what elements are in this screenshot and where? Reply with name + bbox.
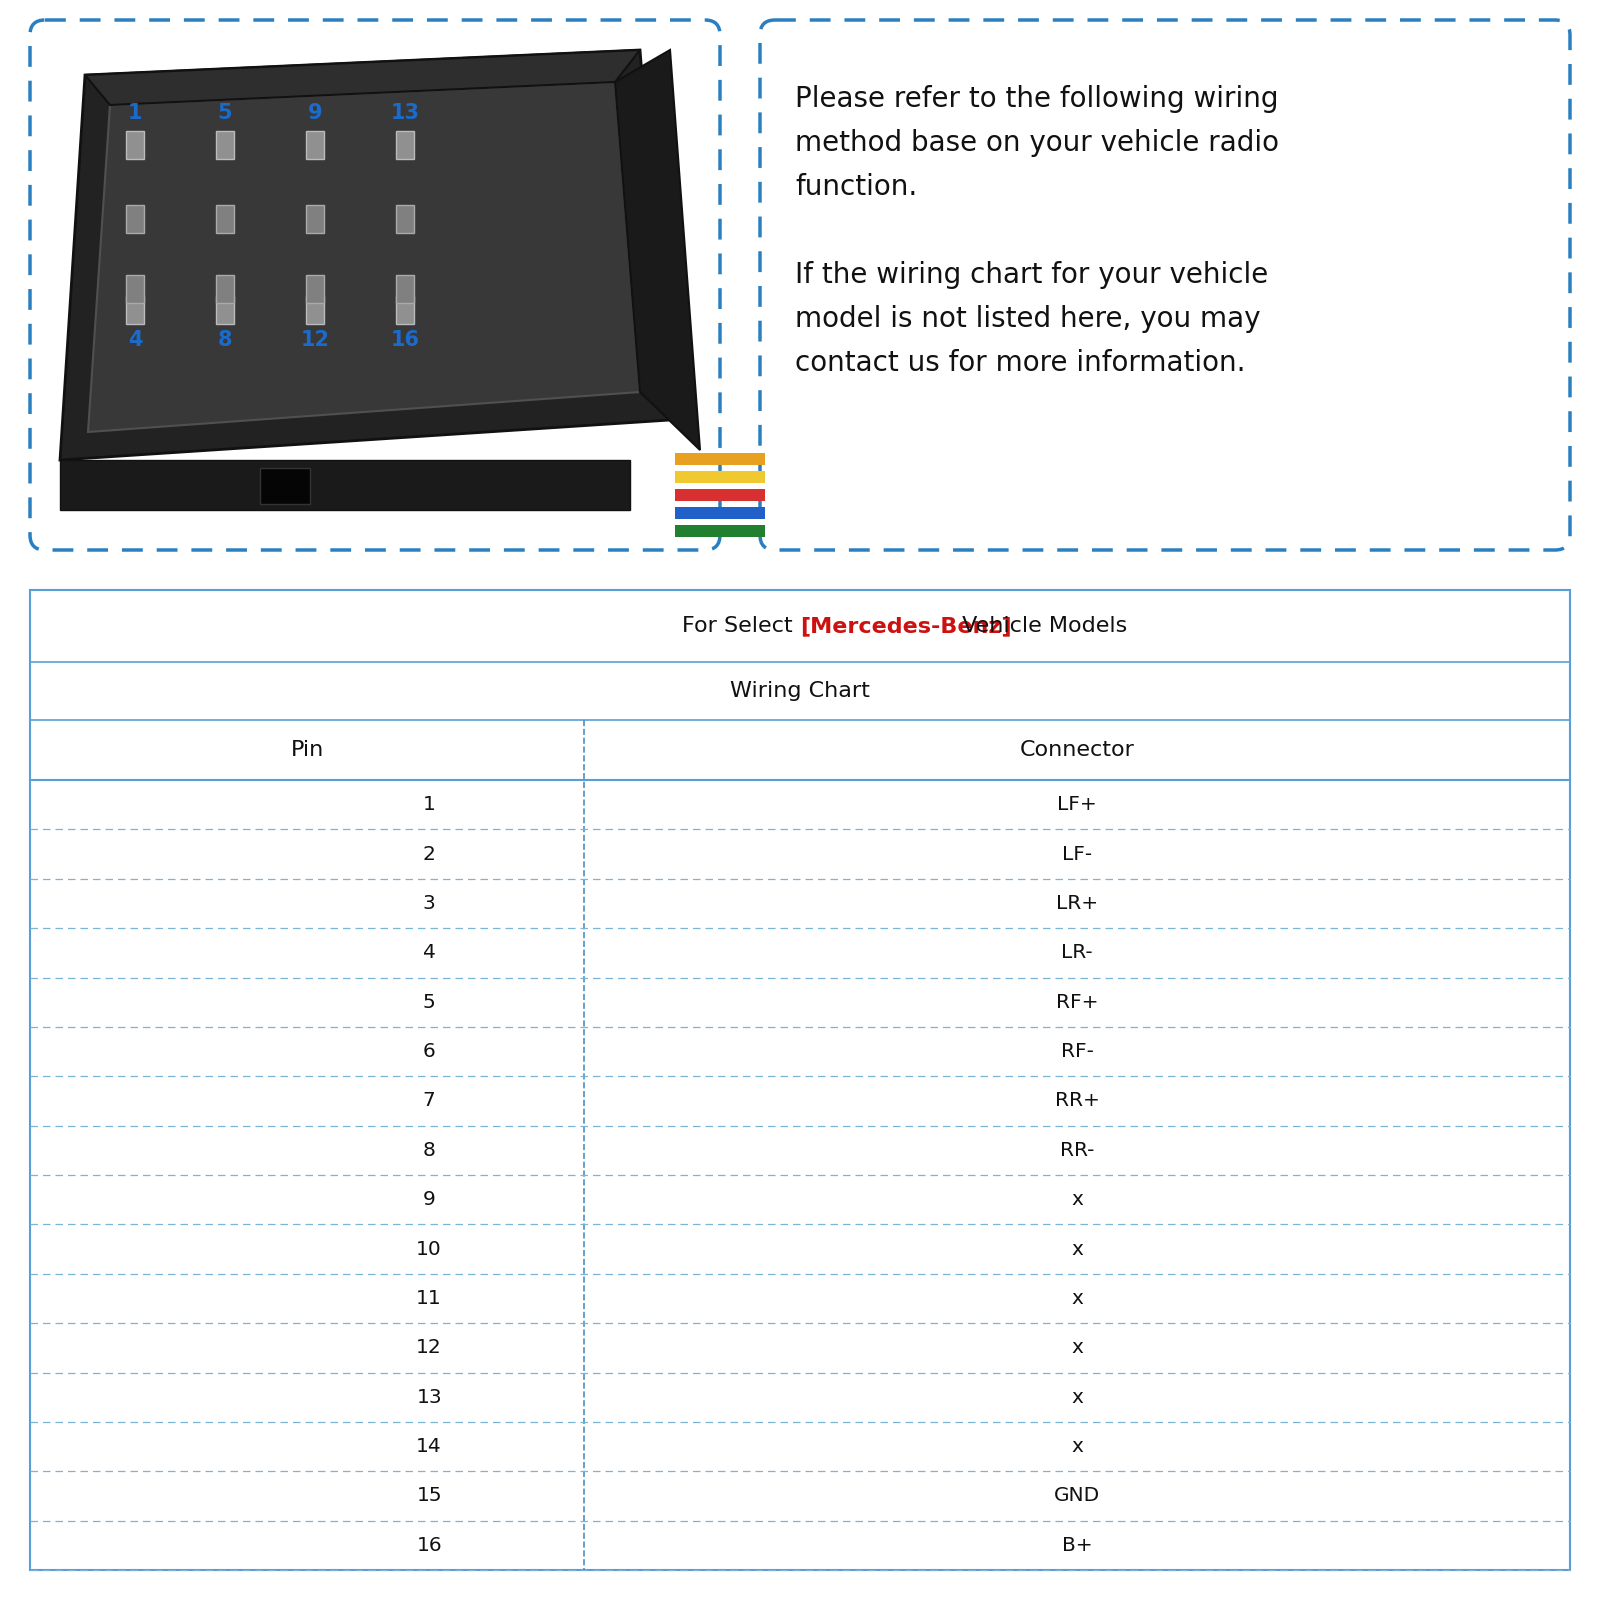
Text: x: x (1072, 1387, 1083, 1406)
Bar (397, 275, 414, 302)
Text: 12: 12 (416, 1338, 442, 1357)
Bar (126, 131, 144, 158)
Polygon shape (85, 50, 640, 106)
Text: Pin: Pin (291, 739, 323, 760)
Text: 6: 6 (422, 1042, 435, 1061)
Bar (675, 470, 765, 483)
Polygon shape (614, 50, 701, 450)
Text: 4: 4 (128, 330, 142, 350)
Text: contact us for more information.: contact us for more information. (795, 349, 1245, 378)
Text: B+: B+ (1062, 1536, 1093, 1555)
Text: LF-: LF- (1062, 845, 1093, 864)
Text: model is not listed here, you may: model is not listed here, you may (795, 306, 1261, 333)
Bar (675, 525, 765, 538)
Bar (259, 467, 310, 504)
Text: 12: 12 (301, 330, 330, 350)
Text: 9: 9 (422, 1190, 435, 1210)
Bar (675, 507, 765, 518)
Polygon shape (88, 82, 640, 432)
Text: 9: 9 (307, 102, 322, 123)
Bar (61, 461, 630, 510)
Text: x: x (1072, 1338, 1083, 1357)
Text: 2: 2 (422, 845, 435, 864)
Text: method base on your vehicle radio: method base on your vehicle radio (795, 130, 1278, 157)
Text: function.: function. (795, 173, 917, 202)
Bar (216, 296, 234, 323)
Text: Please refer to the following wiring: Please refer to the following wiring (795, 85, 1278, 114)
Bar (126, 275, 144, 302)
Text: 16: 16 (390, 330, 419, 350)
Text: 10: 10 (416, 1240, 442, 1259)
Text: RR-: RR- (1061, 1141, 1094, 1160)
Bar (216, 205, 234, 234)
Text: 5: 5 (422, 992, 435, 1011)
Bar (306, 275, 323, 302)
Text: 7: 7 (422, 1091, 435, 1110)
Text: RF+: RF+ (1056, 992, 1099, 1011)
Text: RF-: RF- (1061, 1042, 1094, 1061)
Text: 8: 8 (422, 1141, 435, 1160)
Text: 4: 4 (422, 944, 435, 962)
Text: LF+: LF+ (1058, 795, 1098, 814)
Bar (306, 205, 323, 234)
Text: 15: 15 (416, 1486, 442, 1506)
Text: Connector: Connector (1019, 739, 1134, 760)
Text: If the wiring chart for your vehicle: If the wiring chart for your vehicle (795, 261, 1269, 290)
Text: Wiring Chart: Wiring Chart (730, 682, 870, 701)
Text: LR+: LR+ (1056, 894, 1098, 914)
Text: 14: 14 (416, 1437, 442, 1456)
Bar (306, 296, 323, 323)
Bar (675, 453, 765, 466)
Text: 11: 11 (416, 1290, 442, 1307)
Bar (30, 590, 1570, 1570)
Text: Vehicle Models: Vehicle Models (955, 616, 1128, 635)
Bar (306, 131, 323, 158)
Text: [Mercedes-Benz]: [Mercedes-Benz] (800, 616, 1011, 635)
Text: 1: 1 (422, 795, 435, 814)
Text: x: x (1072, 1240, 1083, 1259)
Polygon shape (61, 50, 670, 461)
Text: 5: 5 (218, 102, 232, 123)
Text: RR+: RR+ (1054, 1091, 1099, 1110)
Bar (126, 296, 144, 323)
Text: LR-: LR- (1061, 944, 1093, 962)
Bar (216, 131, 234, 158)
Text: 8: 8 (218, 330, 232, 350)
Text: 16: 16 (416, 1536, 442, 1555)
Bar (126, 205, 144, 234)
FancyBboxPatch shape (30, 19, 720, 550)
Text: x: x (1072, 1290, 1083, 1307)
Bar (397, 205, 414, 234)
Bar (675, 490, 765, 501)
Text: 3: 3 (422, 894, 435, 914)
FancyBboxPatch shape (760, 19, 1570, 550)
Bar (216, 275, 234, 302)
Text: 13: 13 (390, 102, 419, 123)
Text: 1: 1 (128, 102, 142, 123)
Text: 13: 13 (416, 1387, 442, 1406)
Bar (397, 296, 414, 323)
Text: x: x (1072, 1437, 1083, 1456)
Bar (397, 131, 414, 158)
Text: x: x (1072, 1190, 1083, 1210)
Text: For Select: For Select (682, 616, 800, 635)
Text: GND: GND (1054, 1486, 1101, 1506)
